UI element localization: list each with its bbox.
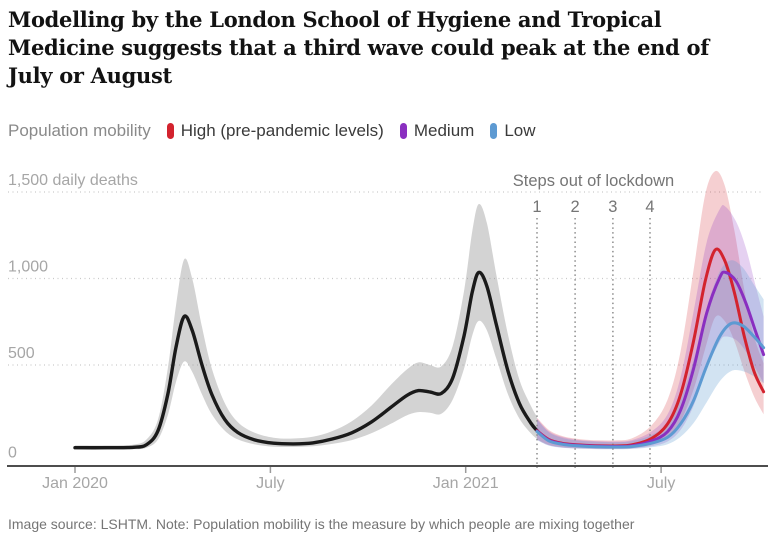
medium-swatch-icon	[399, 123, 407, 139]
y-axis-tick-label: 0	[8, 445, 17, 462]
step-number-label: 2	[571, 198, 580, 216]
legend-item-low-label: Low	[504, 121, 536, 140]
x-axis-tick-label: July	[647, 475, 675, 492]
x-axis-tick-label: Jan 2021	[433, 475, 499, 492]
legend-item-high: High (pre-pandemic levels)	[166, 121, 384, 141]
medium-uncertainty-band	[537, 205, 764, 449]
headline: Modelling by the London School of Hygien…	[8, 7, 709, 88]
step-number-label: 1	[532, 198, 541, 216]
legend-item-medium: Medium	[399, 121, 475, 141]
high-swatch-icon	[166, 123, 174, 139]
low-swatch-icon	[490, 123, 498, 139]
y-axis-tick-label: 1,000	[8, 259, 48, 276]
step-number-label: 4	[645, 198, 654, 216]
x-axis-tick-label: July	[256, 475, 284, 492]
low-line	[535, 321, 766, 449]
y-axis-tick-label: 500	[8, 345, 35, 362]
legend-title: Population mobility	[8, 121, 151, 140]
historical-uncertainty-band	[75, 203, 537, 450]
legend-item-medium-label: Medium	[413, 121, 475, 140]
chart-canvas: 0 500 1,000 1,500 daily deaths Steps out of …	[7, 170, 768, 492]
source-note: Image source: LSHTM. Note: Population mo…	[8, 516, 635, 532]
x-axis-tick-label: Jan 2020	[42, 475, 108, 492]
historical-line	[73, 270, 539, 450]
step-number-label: 3	[608, 198, 617, 216]
legend-item-low: Low	[490, 121, 536, 141]
legend: Population mobility High (pre-pandemic l…	[8, 120, 768, 142]
legend-item-high-label: High (pre-pandemic levels)	[180, 121, 384, 140]
steps-out-of-lockdown-label: Steps out of lockdown	[513, 172, 674, 190]
y-axis-tick-label: 1,500 daily deaths	[8, 172, 138, 189]
high-uncertainty-band	[537, 170, 764, 449]
